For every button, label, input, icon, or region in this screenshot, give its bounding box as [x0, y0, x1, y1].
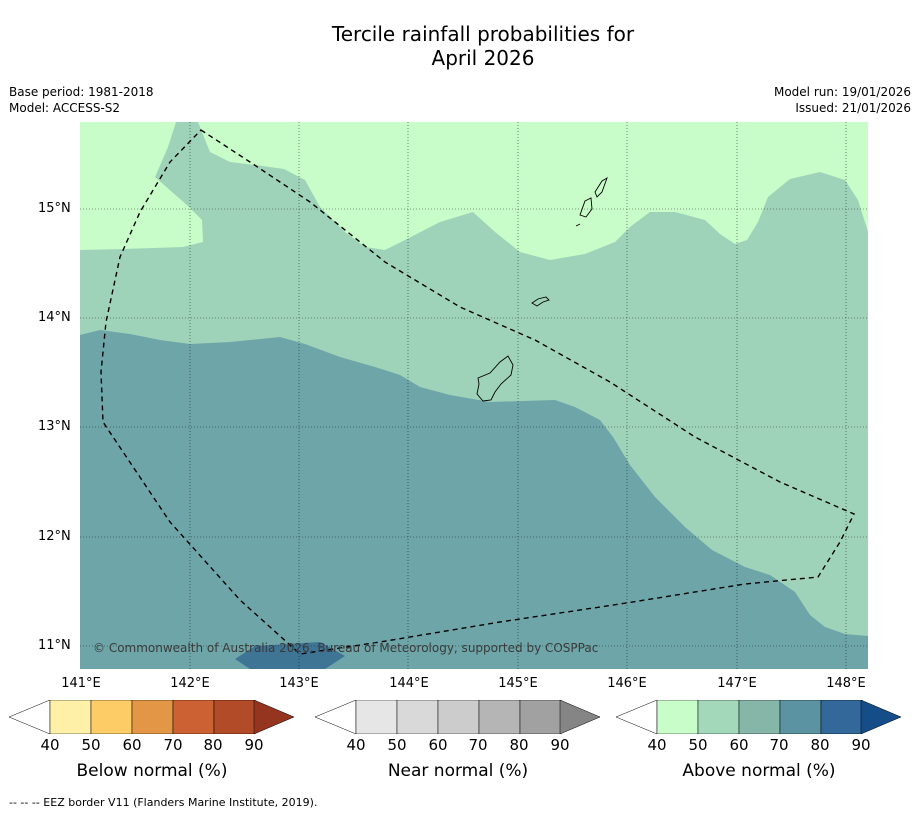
graticule: [80, 122, 868, 669]
lon-label-145e: 145°E: [498, 676, 538, 691]
cbar-below-seg-2: [90, 700, 133, 734]
cbar-below-seg-4: [172, 700, 215, 734]
cbar-above-seg-1: [656, 700, 699, 734]
map-panel: [80, 122, 868, 669]
cbar-near-tick-60: 60: [428, 736, 448, 754]
eez-border: [100, 129, 855, 655]
lon-label-142e: 142°E: [170, 676, 210, 691]
cbar-near-seg-3: [437, 700, 480, 734]
issued-text: Issued: 21/01/2026: [795, 101, 911, 115]
island-saipan: [594, 176, 608, 198]
island-rota: [531, 296, 550, 307]
cbar-above-tick-70: 70: [769, 736, 789, 754]
cbar-below-label: Below normal (%): [76, 761, 228, 781]
cbar-below-tick-60: 60: [122, 736, 142, 754]
island-guam: [476, 355, 514, 402]
cbar-near-tick-70: 70: [468, 736, 488, 754]
cbar-below-tick-70: 70: [163, 736, 183, 754]
cbar-near-tick-80: 80: [509, 736, 529, 754]
map-title: Tercile rainfall probabilities for April…: [0, 22, 919, 70]
cbar-below-tick-80: 80: [203, 736, 223, 754]
cbar-above-seg-2: [697, 700, 740, 734]
cbar-above-label: Above normal (%): [682, 761, 836, 781]
cbar-below-seg-6: [253, 700, 295, 734]
cbar-near-seg-2: [396, 700, 439, 734]
cbar-above-seg-5: [820, 700, 863, 734]
model-text: Model: ACCESS-S2: [9, 101, 121, 115]
cbar-above-seg-3: [738, 700, 781, 734]
cbar-above-tick-50: 50: [688, 736, 708, 754]
lon-label-143e: 143°E: [279, 676, 319, 691]
cbar-near-tick-40: 40: [346, 736, 366, 754]
map-svg: [80, 122, 868, 669]
meta-left: Base period: 1981-2018 Model: ACCESS-S2: [9, 84, 154, 116]
island-aguijan: [575, 223, 581, 227]
meta-right: Model run: 19/01/2026 Issued: 21/01/2026: [774, 84, 911, 116]
cbar-below-seg-1: [49, 700, 92, 734]
cbar-near-seg-6: [559, 700, 601, 734]
cbar-above-seg-0: [616, 700, 658, 734]
cbar-below-seg-3: [131, 700, 174, 734]
lon-label-146e: 146°E: [607, 676, 647, 691]
lon-label-141e: 141°E: [61, 676, 101, 691]
cbar-above-tick-90: 90: [851, 736, 871, 754]
cbar-below-tick-90: 90: [244, 736, 264, 754]
lon-label-147e: 147°E: [717, 676, 757, 691]
cbar-below-tick-50: 50: [81, 736, 101, 754]
island-tinian: [579, 197, 593, 218]
lon-label-144e: 144°E: [389, 676, 429, 691]
cbar-below-seg-0: [9, 700, 51, 734]
cbar-below-seg-5: [213, 700, 256, 734]
lat-label-12n: 12°N: [38, 529, 71, 544]
cbar-above-tick-60: 60: [729, 736, 749, 754]
copyright-text: © Commonwealth of Australia 2026, Bureau…: [93, 641, 599, 655]
eez-footnote: -- -- -- EEZ border V11 (Flanders Marine…: [9, 796, 318, 809]
prob-zone-above-80-90: [235, 642, 345, 669]
title-line-1: Tercile rainfall probabilities for: [331, 22, 635, 46]
cbar-above-seg-6: [860, 700, 902, 734]
base-period-text: Base period: 1981-2018: [9, 85, 154, 99]
lat-label-11n: 11°N: [38, 638, 71, 653]
lat-label-15n: 15°N: [38, 201, 71, 216]
cbar-above-tick-40: 40: [647, 736, 667, 754]
colorbar-above-normal: [616, 700, 902, 734]
lon-label-148e: 148°E: [826, 676, 866, 691]
cbar-near-tick-90: 90: [550, 736, 570, 754]
colorbar-near-normal: [315, 700, 601, 734]
cbar-near-seg-1: [355, 700, 398, 734]
cbar-near-seg-0: [315, 700, 357, 734]
cbar-near-tick-50: 50: [387, 736, 407, 754]
title-line-2: April 2026: [431, 46, 535, 70]
cbar-above-seg-4: [779, 700, 822, 734]
cbar-above-tick-80: 80: [810, 736, 830, 754]
cbar-below-tick-40: 40: [40, 736, 60, 754]
model-run-text: Model run: 19/01/2026: [773, 85, 911, 99]
cbar-near-seg-5: [519, 700, 562, 734]
colorbar-below-normal: [9, 700, 295, 734]
prob-zone-above-70-80: [80, 330, 868, 669]
cbar-near-label: Near normal (%): [387, 761, 529, 781]
lat-label-14n: 14°N: [38, 310, 71, 325]
islands: [476, 176, 608, 402]
lat-label-13n: 13°N: [38, 419, 71, 434]
cbar-near-seg-4: [478, 700, 521, 734]
